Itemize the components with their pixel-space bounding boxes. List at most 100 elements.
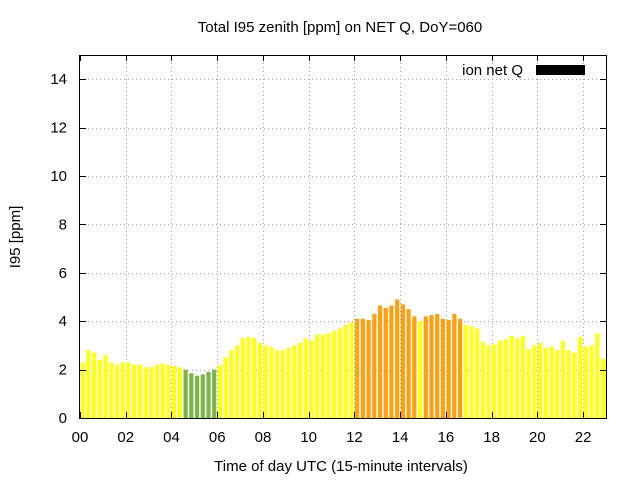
bar xyxy=(332,330,337,418)
bar xyxy=(440,318,446,418)
bar xyxy=(537,342,543,418)
bar xyxy=(194,375,200,418)
bar xyxy=(543,347,548,418)
bar xyxy=(526,349,531,418)
bar xyxy=(400,304,405,418)
bar xyxy=(252,338,257,418)
bars-layer xyxy=(80,299,606,418)
bar xyxy=(297,342,303,418)
bar xyxy=(126,362,131,418)
bar xyxy=(177,367,183,418)
bar xyxy=(315,334,320,418)
bar xyxy=(132,364,137,418)
bar xyxy=(92,352,97,418)
bar xyxy=(86,350,91,418)
bar xyxy=(286,347,291,418)
x-tick-label: 04 xyxy=(163,429,180,446)
bar xyxy=(457,318,463,418)
bar xyxy=(223,357,228,418)
plot-frame xyxy=(79,55,607,419)
bar xyxy=(583,346,588,418)
bar xyxy=(137,364,142,418)
bar xyxy=(549,346,554,418)
bar xyxy=(120,362,125,418)
x-tick-label: 12 xyxy=(346,429,363,446)
bar xyxy=(520,335,526,418)
bar xyxy=(166,364,171,418)
bar xyxy=(349,322,354,418)
bar xyxy=(503,339,508,418)
bar xyxy=(109,362,114,418)
bar xyxy=(263,345,268,418)
bar xyxy=(97,359,102,418)
bar xyxy=(269,346,274,418)
y-tick-label: 14 xyxy=(50,71,67,88)
bar xyxy=(212,369,217,418)
bar xyxy=(423,316,428,418)
bar xyxy=(572,352,577,418)
bar xyxy=(492,344,497,418)
y-axis-label: I95 [ppm] xyxy=(7,206,24,269)
y-tick-label: 10 xyxy=(50,168,67,185)
bar xyxy=(475,328,480,418)
x-tick-label: 10 xyxy=(300,429,317,446)
bar xyxy=(200,374,205,418)
x-tick-label: 16 xyxy=(438,429,455,446)
bar xyxy=(246,336,251,418)
bar xyxy=(154,364,160,418)
bar xyxy=(417,321,423,418)
bar xyxy=(429,315,434,418)
bar xyxy=(360,318,365,418)
bar xyxy=(189,373,194,418)
bar xyxy=(217,364,223,418)
bar xyxy=(595,333,600,418)
bar xyxy=(257,342,263,418)
bar xyxy=(446,319,451,418)
bar xyxy=(240,338,245,418)
bar xyxy=(160,363,165,418)
bar xyxy=(149,367,154,418)
legend-swatch xyxy=(536,65,585,75)
bar xyxy=(309,340,314,418)
bar xyxy=(406,309,411,418)
bar xyxy=(600,358,606,418)
bar xyxy=(463,324,468,418)
bar xyxy=(469,326,474,418)
bar xyxy=(412,316,417,418)
bar xyxy=(183,369,188,418)
legend-label: ion net Q xyxy=(462,62,523,79)
grid-layer xyxy=(80,55,606,418)
bar xyxy=(377,305,383,418)
x-tick-label: 22 xyxy=(575,429,592,446)
x-tick-label: 02 xyxy=(117,429,134,446)
legend: ion net Q xyxy=(462,62,585,79)
x-tick-label: 18 xyxy=(483,429,500,446)
bar xyxy=(80,362,85,418)
bar xyxy=(435,313,440,418)
x-axis-label: Time of day UTC (15-minute intervals) xyxy=(214,458,468,475)
x-tick-label: 06 xyxy=(209,429,226,446)
x-tick-label: 14 xyxy=(392,429,409,446)
bar xyxy=(326,333,331,418)
bar xyxy=(143,367,148,418)
bar xyxy=(366,319,371,418)
y-tick-label: 8 xyxy=(59,216,67,233)
chart-title: Total I95 zenith [ppm] on NET Q, DoY=060 xyxy=(198,19,482,36)
bar xyxy=(343,324,348,418)
bar xyxy=(172,365,177,418)
bar xyxy=(560,340,566,418)
bar xyxy=(452,313,457,418)
bar xyxy=(280,350,285,418)
bar xyxy=(292,345,297,418)
bar xyxy=(274,350,280,418)
y-tick-label: 6 xyxy=(59,265,67,282)
y-tick-label: 2 xyxy=(59,362,67,379)
bar xyxy=(383,307,388,418)
bar xyxy=(234,345,240,418)
bar xyxy=(480,341,486,418)
bar xyxy=(303,338,308,418)
bar xyxy=(509,335,514,418)
bar xyxy=(555,350,560,418)
